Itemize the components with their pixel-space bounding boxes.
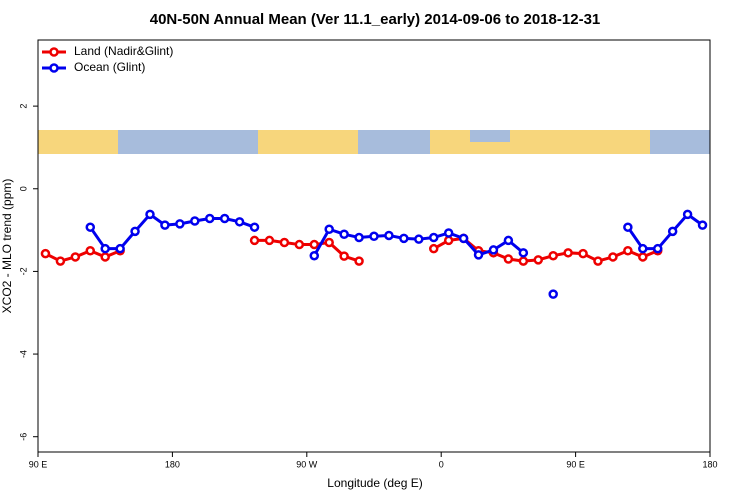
- point: [55, 256, 66, 266]
- point: [518, 248, 529, 258]
- point: [563, 248, 573, 258]
- x-tick-label: 180: [165, 459, 180, 469]
- point: [309, 250, 320, 261]
- point: [294, 239, 305, 250]
- point: [623, 222, 633, 232]
- point: [503, 254, 514, 264]
- point: [324, 224, 334, 235]
- point: [279, 237, 290, 248]
- point: [204, 213, 215, 224]
- point: [428, 243, 439, 254]
- point: [638, 252, 648, 262]
- point: [354, 232, 364, 243]
- point: [234, 217, 245, 227]
- point: [652, 243, 663, 254]
- point: [623, 246, 633, 256]
- point: [100, 243, 110, 254]
- point: [145, 209, 155, 220]
- chart-title: 40N-50N Annual Mean (Ver 11.1_early) 201…: [150, 11, 601, 28]
- x-tick-label: 90 E: [566, 459, 585, 469]
- y-tick-label: 2: [18, 104, 28, 109]
- y-tick-label: 0: [18, 186, 28, 191]
- x-tick-label: 90 E: [29, 459, 48, 469]
- legend-label: Ocean (Glint): [74, 60, 145, 74]
- point: [638, 243, 648, 254]
- x-tick-label: 180: [702, 459, 717, 469]
- map-band: [38, 130, 710, 154]
- point: [309, 239, 320, 250]
- point: [503, 235, 514, 246]
- point: [414, 234, 424, 244]
- point: [85, 222, 96, 232]
- point: [667, 226, 678, 237]
- point: [264, 235, 275, 246]
- point: [428, 232, 439, 243]
- point: [160, 220, 170, 230]
- point: [130, 226, 140, 237]
- point: [339, 251, 349, 261]
- point: [249, 235, 260, 246]
- legend-marker: [49, 47, 59, 57]
- point: [443, 235, 454, 246]
- point: [518, 256, 529, 266]
- point: [324, 237, 334, 248]
- point: [578, 248, 588, 259]
- point: [399, 233, 409, 244]
- point: [369, 231, 379, 242]
- y-tick-label: -4: [18, 350, 28, 358]
- point: [70, 252, 81, 262]
- point: [115, 243, 125, 254]
- plot-frame: [37, 39, 711, 453]
- point: [443, 228, 454, 238]
- x-tick-label: 0: [439, 459, 444, 469]
- point: [175, 219, 185, 229]
- point: [190, 216, 200, 226]
- legend-marker: [49, 63, 59, 73]
- point: [85, 246, 96, 256]
- point: [458, 233, 469, 244]
- point: [548, 250, 558, 261]
- point: [100, 252, 110, 262]
- point: [219, 213, 230, 224]
- x-axis-label: Longitude (deg E): [327, 476, 422, 490]
- point: [473, 250, 484, 260]
- point: [548, 289, 558, 299]
- point: [40, 248, 51, 259]
- y-tick-label: -6: [18, 433, 28, 441]
- point: [339, 229, 349, 239]
- point: [533, 255, 544, 265]
- y-axis-label: XCO2 - MLO trend (ppm): [0, 179, 14, 314]
- y-tick-label: -2: [18, 267, 28, 275]
- legend-label: Land (Nadir&Glint): [74, 44, 173, 58]
- point: [682, 209, 693, 220]
- point: [593, 256, 603, 266]
- point: [249, 222, 260, 232]
- x-tick-label: 90 W: [296, 459, 318, 469]
- point: [354, 256, 364, 266]
- point: [384, 230, 394, 241]
- point: [488, 245, 499, 255]
- point: [697, 220, 708, 230]
- point: [608, 252, 618, 262]
